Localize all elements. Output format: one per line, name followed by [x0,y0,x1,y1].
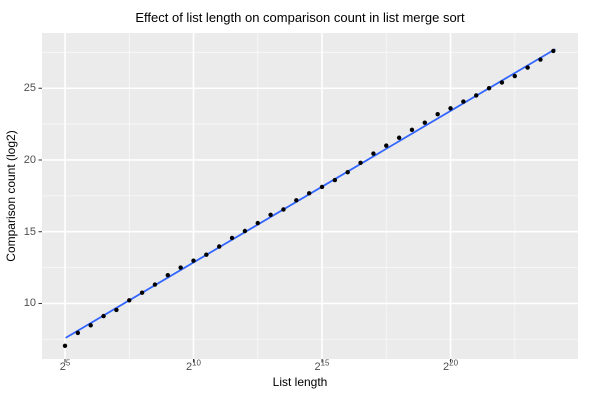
data-point [178,265,183,270]
data-point [525,65,530,70]
data-point [319,184,325,190]
data-point [62,343,68,348]
data-point [422,120,428,125]
data-point [127,298,132,303]
data-point [294,198,299,203]
y-tick-label: 15 [23,225,36,238]
x-tick-label: 210 [185,358,202,373]
data-point [461,99,466,104]
data-point [499,80,505,85]
data-point [538,57,543,62]
data-point [75,330,81,336]
data-point [435,112,440,117]
data-point [486,86,492,91]
data-point [88,323,93,328]
data-point [152,282,158,287]
data-point [345,169,350,175]
data-point [139,290,145,295]
x-tick-label: 220 [443,358,459,373]
chart-title: Effect of list length on comparison coun… [135,10,465,25]
x-axis-title: List length [272,375,328,389]
data-point [268,212,273,217]
data-point [551,48,556,54]
data-point [255,220,260,226]
y-axis-title: Comparison count (log2) [4,130,18,262]
data-point [306,191,312,196]
data-point [204,252,209,257]
y-tick-label: 25 [23,82,36,95]
data-point [217,244,222,249]
data-point [242,228,248,234]
data-point [512,73,517,79]
data-point [332,177,338,183]
data-point [474,93,479,98]
data-point [448,106,453,111]
data-point [191,258,196,263]
x-tick-label: 215 [314,358,330,373]
data-point [165,273,171,278]
data-point [384,143,389,148]
y-tick-label: 10 [23,297,36,310]
y-tick-label: 20 [23,153,36,166]
data-point [371,151,376,156]
data-point [409,127,415,133]
data-point [101,313,106,319]
data-point [281,207,286,212]
data-point [358,160,363,166]
x-tick-label: 25 [59,358,71,373]
data-point [114,307,119,313]
data-point [229,235,235,241]
data-point [396,135,402,140]
